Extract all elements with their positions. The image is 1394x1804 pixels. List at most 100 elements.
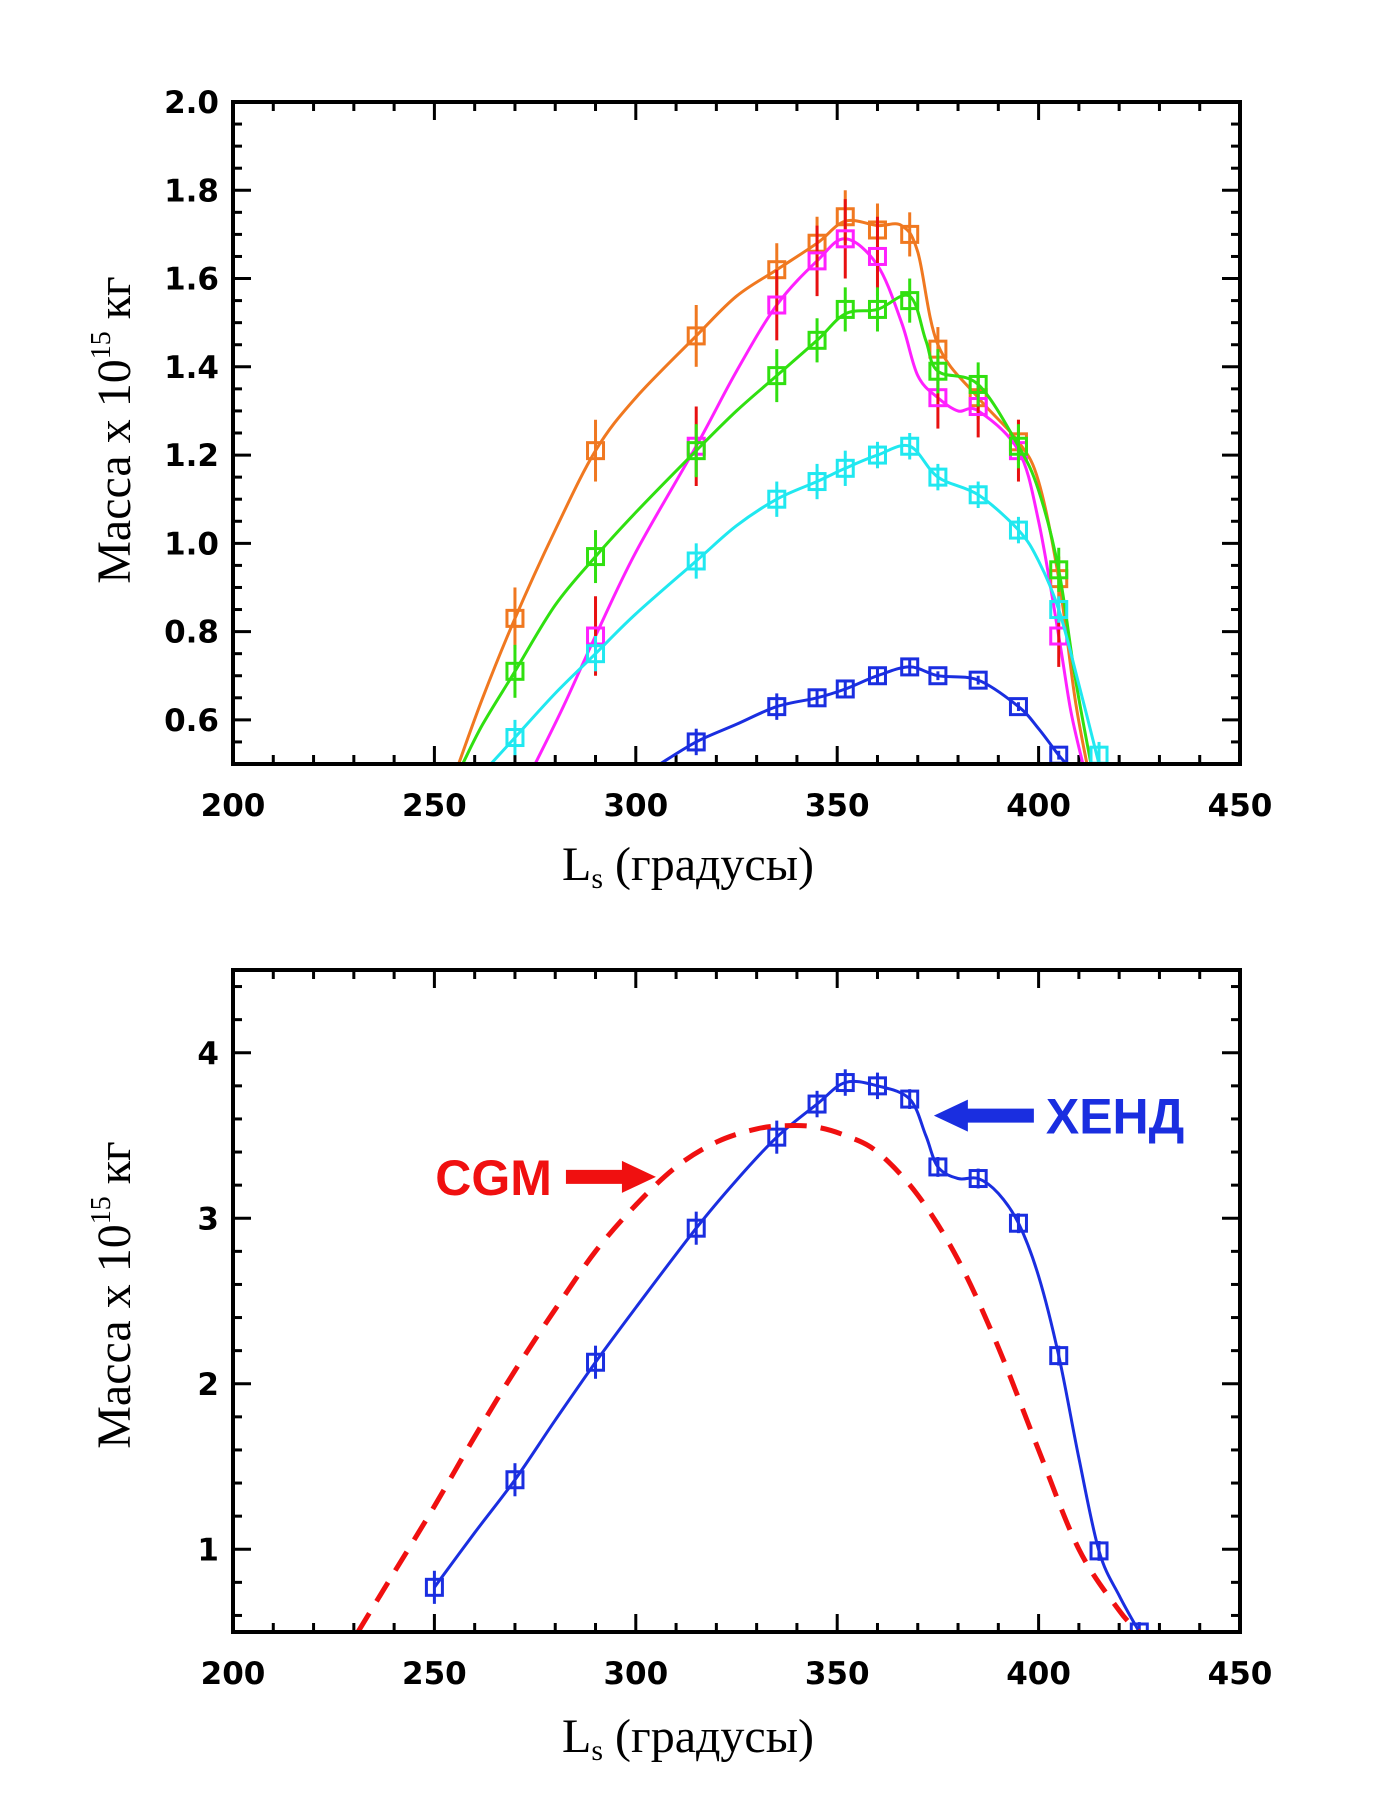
data-point bbox=[1008, 436, 1028, 456]
data-point bbox=[867, 246, 887, 266]
y-axis-title: Масса x 1015 кг bbox=[86, 1141, 141, 1449]
data-point bbox=[807, 688, 827, 708]
series-line bbox=[533, 237, 1085, 764]
data-point bbox=[1008, 520, 1028, 540]
data-point bbox=[767, 697, 787, 717]
series-3 bbox=[489, 433, 1109, 764]
data-point bbox=[928, 666, 948, 686]
data-point bbox=[505, 728, 525, 748]
data-point bbox=[900, 657, 920, 677]
annotation-CGM: CGM bbox=[435, 1150, 656, 1206]
arrow-left-icon bbox=[933, 1099, 1034, 1132]
data-point bbox=[505, 608, 525, 628]
data-point bbox=[686, 1218, 706, 1238]
x-tick-label: 200 bbox=[201, 1656, 266, 1692]
plot-frame bbox=[231, 100, 1242, 766]
data-point bbox=[807, 472, 827, 492]
data-point bbox=[900, 291, 920, 311]
data-point bbox=[1049, 600, 1069, 620]
x-tick-label: 400 bbox=[1006, 788, 1071, 824]
series-line bbox=[659, 665, 1068, 764]
series-4 bbox=[659, 657, 1069, 764]
data-point bbox=[1008, 697, 1028, 717]
data-point bbox=[835, 1073, 855, 1093]
data-point bbox=[928, 361, 948, 381]
data-point bbox=[968, 1169, 988, 1189]
x-axis-title: Ls (градусы) bbox=[562, 1710, 814, 1767]
y-tick-label: 3 bbox=[197, 1201, 219, 1237]
data-point bbox=[424, 1577, 444, 1597]
data-point bbox=[867, 299, 887, 319]
y-tick-label: 2.0 bbox=[164, 85, 219, 121]
data-point bbox=[586, 644, 606, 664]
x-tick-label: 300 bbox=[603, 788, 668, 824]
series-line bbox=[489, 443, 1101, 764]
annotation-label: ХЕНД bbox=[1046, 1089, 1184, 1145]
data-point bbox=[928, 1157, 948, 1177]
data-point bbox=[900, 436, 920, 456]
data-point bbox=[767, 489, 787, 509]
x-axis-title: Ls (градусы) bbox=[562, 838, 814, 895]
data-point bbox=[686, 732, 706, 752]
data-point bbox=[900, 224, 920, 244]
data-point bbox=[505, 661, 525, 681]
x-tick-label: 400 bbox=[1006, 1656, 1071, 1692]
data-point bbox=[767, 295, 787, 315]
series-ХЕНД bbox=[424, 1069, 1149, 1632]
data-point bbox=[686, 326, 706, 346]
x-tick-label: 350 bbox=[805, 788, 870, 824]
x-tick-label: 450 bbox=[1208, 788, 1273, 824]
chart-top: Ls (градусы) Масса x 1015 кг 200 250 300 35… bbox=[86, 85, 1272, 895]
data-point bbox=[586, 547, 606, 567]
plot-frame bbox=[231, 968, 1242, 1634]
y-tick-label: 1.0 bbox=[164, 526, 219, 562]
chart-bottom: Ls (градусы) Масса x 1015 кг 200 250 300 35… bbox=[86, 968, 1273, 1767]
y-tick-label: 1.6 bbox=[164, 262, 219, 298]
data-point bbox=[1129, 1622, 1149, 1632]
y-tick-label: 1 bbox=[197, 1532, 219, 1568]
y-tick-label: 1.8 bbox=[164, 173, 219, 209]
series-CGM bbox=[355, 1122, 1142, 1632]
data-point bbox=[867, 1076, 887, 1096]
series-line bbox=[461, 293, 1093, 764]
y-axis-title: Масса x 1015 кг bbox=[86, 276, 141, 584]
y-tick-label: 0.8 bbox=[164, 615, 219, 651]
data-point bbox=[807, 1094, 827, 1114]
data-point bbox=[867, 445, 887, 465]
x-tick-label: 300 bbox=[603, 1656, 668, 1692]
data-point bbox=[968, 485, 988, 505]
data-point bbox=[968, 670, 988, 690]
data-point bbox=[505, 1470, 525, 1490]
series-line bbox=[355, 1122, 1142, 1632]
x-tick-label: 250 bbox=[402, 1656, 467, 1692]
plot-area bbox=[457, 190, 1109, 764]
data-point bbox=[586, 441, 606, 461]
x-tick-label: 450 bbox=[1208, 1656, 1273, 1692]
y-tick-label: 1.4 bbox=[164, 350, 219, 386]
series-2 bbox=[461, 278, 1093, 764]
x-tick-label: 350 bbox=[805, 1656, 870, 1692]
data-point bbox=[968, 374, 988, 394]
data-point bbox=[807, 251, 827, 271]
data-point bbox=[686, 441, 706, 461]
data-point bbox=[586, 1352, 606, 1372]
data-point bbox=[835, 458, 855, 478]
x-tick-label: 200 bbox=[201, 788, 266, 824]
annotation-ХЕНД: ХЕНД bbox=[933, 1089, 1184, 1145]
y-tick-label: 0.6 bbox=[164, 703, 219, 739]
arrow-right-icon bbox=[565, 1160, 656, 1193]
data-point bbox=[867, 666, 887, 686]
data-point bbox=[1089, 1541, 1109, 1561]
y-tick-label: 2 bbox=[197, 1367, 219, 1403]
ticks bbox=[231, 100, 1242, 766]
data-point bbox=[686, 551, 706, 571]
ticks bbox=[231, 970, 1242, 1632]
data-point bbox=[835, 679, 855, 699]
data-point bbox=[1049, 560, 1069, 580]
y-tick-label: 4 bbox=[197, 1036, 219, 1072]
data-point bbox=[1008, 1213, 1028, 1233]
data-point bbox=[900, 1089, 920, 1109]
data-point bbox=[767, 1127, 787, 1147]
x-tick-label: 250 bbox=[402, 788, 467, 824]
